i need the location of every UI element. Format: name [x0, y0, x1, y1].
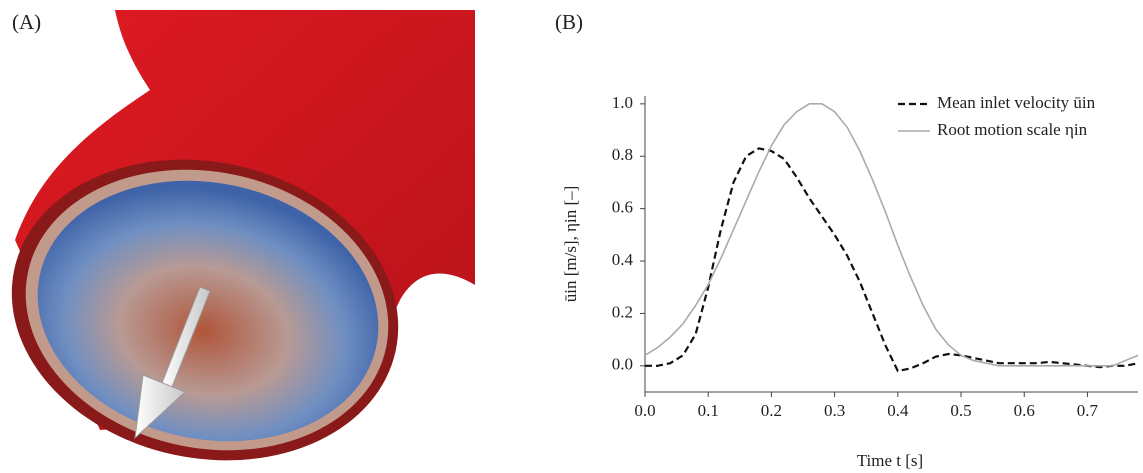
x-tick-label: 0.4 — [887, 401, 909, 420]
legend-label: Root motion scale ηin — [937, 120, 1088, 139]
y-tick-label: 0.2 — [612, 302, 633, 321]
x-tick-label: 0.0 — [634, 401, 655, 420]
y-tick-label: 0.0 — [612, 355, 633, 374]
x-axis-label: Time t [s] — [857, 451, 923, 470]
x-tick-label: 0.7 — [1077, 401, 1099, 420]
panel-label: (B) — [555, 10, 583, 34]
panel-label: (A) — [12, 10, 41, 34]
legend-label: Mean inlet velocity ūin — [937, 93, 1096, 112]
series-line — [644, 103, 1139, 367]
x-tick-label: 0.2 — [761, 401, 782, 420]
x-tick-label: 0.1 — [698, 401, 719, 420]
y-tick-label: 1.0 — [612, 93, 633, 112]
x-tick-label: 0.3 — [824, 401, 845, 420]
x-tick-label: 0.6 — [1014, 401, 1035, 420]
series-line — [645, 147, 1139, 373]
y-tick-label: 0.6 — [612, 198, 633, 217]
x-tick-label: 0.5 — [950, 401, 971, 420]
y-tick-label: 0.4 — [612, 250, 634, 269]
mesh-illustration — [11, 10, 475, 461]
y-axis-label: ūin [m/s], ηin [–] — [561, 186, 580, 303]
y-tick-label: 0.8 — [612, 145, 633, 164]
